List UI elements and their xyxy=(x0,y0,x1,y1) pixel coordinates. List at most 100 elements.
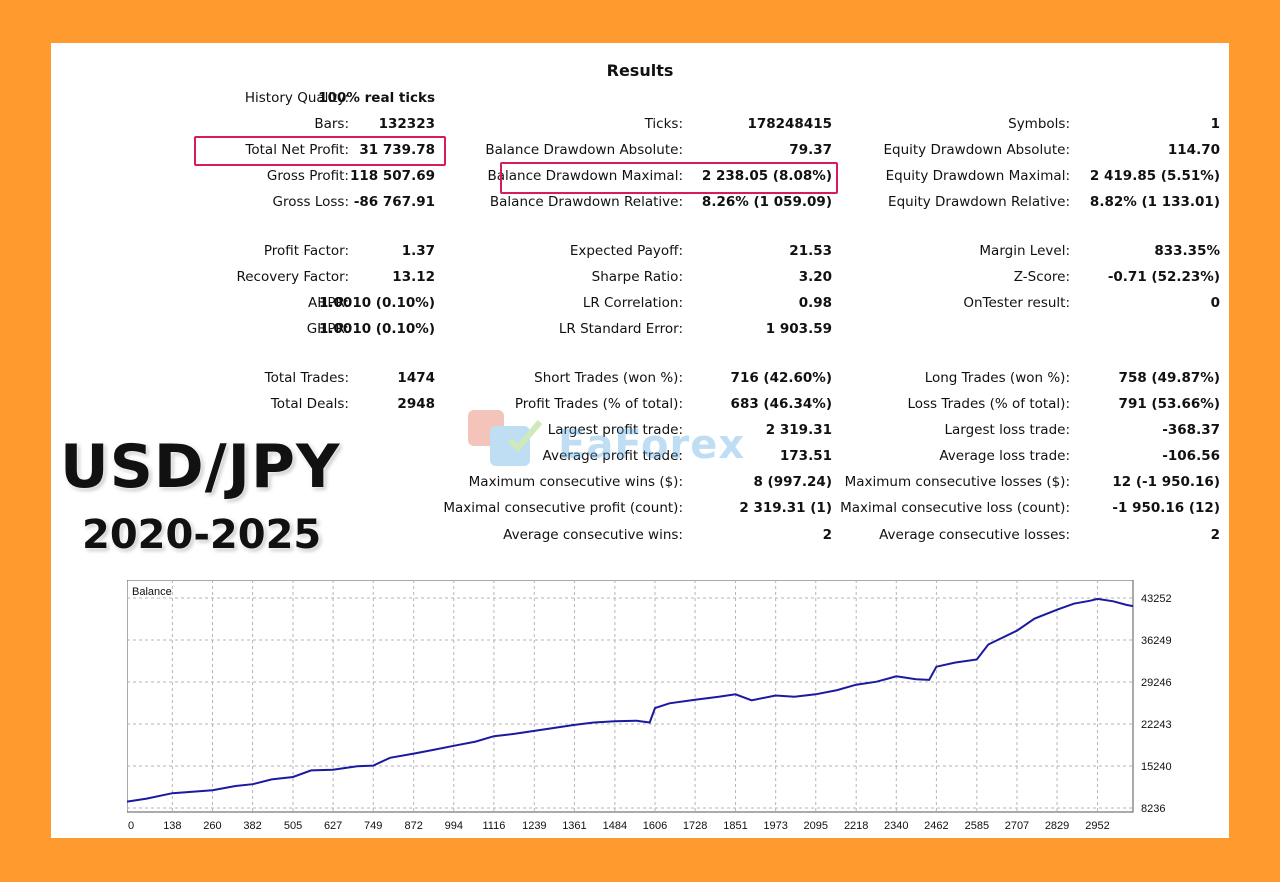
y-tick-label: 8236 xyxy=(1141,803,1165,815)
equity-dd-maximal-value: 2 419.85 (5.51%) xyxy=(1089,168,1220,184)
total-net-profit-value: 31 739.78 xyxy=(359,142,435,158)
bars-label: Bars: xyxy=(314,116,349,132)
eaforex-logo-icon xyxy=(468,410,543,466)
average-loss-trade-label: Average loss trade: xyxy=(939,448,1070,464)
watermark-text: EaForex xyxy=(558,422,746,468)
recovery-factor-label: Recovery Factor: xyxy=(236,269,349,285)
expected-payoff-label: Expected Payoff: xyxy=(569,243,683,259)
x-axis-ticks: 0 138 260 382 505 627 749 872 994 1116 1239 1361 148… xyxy=(128,820,1110,830)
largest-profit-trade-label: Largest profit trade: xyxy=(547,422,683,438)
gross-profit-value: 118 507.69 xyxy=(350,168,435,184)
symbols-label: Symbols: xyxy=(1008,116,1070,132)
recovery-factor-value: 13.12 xyxy=(392,269,435,285)
x-tick-label: 1728 xyxy=(683,820,707,830)
x-tick-label: 382 xyxy=(243,820,261,830)
x-tick-label: 2585 xyxy=(965,820,989,830)
y-tick-label: 15240 xyxy=(1141,761,1172,773)
maximal-consecutive-loss-label: Maximal consecutive loss (count): xyxy=(840,500,1070,516)
balance-dd-relative-label: Balance Drawdown Relative: xyxy=(489,194,683,210)
short-trades-value: 716 (42.60%) xyxy=(730,370,832,386)
average-consecutive-wins-label: Average consecutive wins: xyxy=(503,527,683,543)
balance-dd-absolute-value: 79.37 xyxy=(789,142,832,158)
equity-dd-maximal-label: Equity Drawdown Maximal: xyxy=(885,168,1070,184)
short-trades-label: Short Trades (won %): xyxy=(534,370,683,386)
x-tick-label: 1973 xyxy=(763,820,787,830)
maximal-consecutive-profit-value: 2 319.31 (1) xyxy=(739,500,832,516)
y-axis-ticks: 8236 15240 22243 29246 36249 43252 xyxy=(1141,593,1172,815)
max-consecutive-wins-label: Maximum consecutive wins ($): xyxy=(468,474,683,490)
x-tick-label: 0 xyxy=(128,820,134,830)
x-tick-label: 260 xyxy=(203,820,221,830)
x-tick-label: 1361 xyxy=(562,820,586,830)
y-tick-label: 29246 xyxy=(1141,677,1172,689)
lr-correlation-label: LR Correlation: xyxy=(582,295,683,311)
history-quality-value: 100% real ticks xyxy=(318,90,435,106)
ontester-result-value: 0 xyxy=(1210,295,1220,311)
x-tick-label: 1606 xyxy=(643,820,667,830)
x-tick-label: 2829 xyxy=(1045,820,1069,830)
ticks-label: Ticks: xyxy=(644,116,683,132)
maximal-consecutive-profit-label: Maximal consecutive profit (count): xyxy=(443,500,683,516)
largest-loss-trade-label: Largest loss trade: xyxy=(944,422,1070,438)
x-tick-label: 872 xyxy=(404,820,422,830)
balance-dd-maximal-value: 2 238.05 (8.08%) xyxy=(701,168,832,184)
y-tick-label: 36249 xyxy=(1141,635,1172,647)
total-net-profit-highlight xyxy=(194,136,446,166)
x-tick-label: 749 xyxy=(364,820,382,830)
total-net-profit-label: Total Net Profit: xyxy=(245,142,349,158)
currency-pair-title: USD/JPY xyxy=(60,432,341,502)
balance-drawdown-maximal-highlight xyxy=(500,162,838,194)
ahpr-label: AHPR: xyxy=(307,295,349,311)
profit-factor-value: 1.37 xyxy=(401,243,435,259)
x-tick-label: 505 xyxy=(284,820,302,830)
sharpe-ratio-value: 3.20 xyxy=(798,269,832,285)
x-tick-label: 2095 xyxy=(804,820,828,830)
loss-trades-value: 791 (53.66%) xyxy=(1118,396,1220,412)
z-score-label: Z-Score: xyxy=(1013,269,1070,285)
y-tick-label: 43252 xyxy=(1141,593,1172,605)
x-tick-label: 1484 xyxy=(603,820,627,830)
gross-loss-label: Gross Loss: xyxy=(272,194,350,210)
x-tick-label: 994 xyxy=(445,820,463,830)
x-tick-label: 2218 xyxy=(844,820,868,830)
average-consecutive-wins-value: 2 xyxy=(822,527,832,543)
average-profit-trade-value: 173.51 xyxy=(779,448,832,464)
x-tick-label: 138 xyxy=(163,820,181,830)
loss-trades-label: Loss Trades (% of total): xyxy=(907,396,1070,412)
total-trades-label: Total Trades: xyxy=(264,370,349,386)
total-deals-label: Total Deals: xyxy=(270,396,349,412)
x-tick-label: 2952 xyxy=(1085,820,1109,830)
max-consecutive-losses-value: 12 (-1 950.16) xyxy=(1112,474,1220,490)
average-loss-trade-value: -106.56 xyxy=(1162,448,1220,464)
bars-value: 132323 xyxy=(378,116,435,132)
margin-level-label: Margin Level: xyxy=(979,243,1070,259)
equity-dd-absolute-value: 114.70 xyxy=(1167,142,1220,158)
x-tick-label: 1116 xyxy=(482,820,505,830)
ticks-value: 178248415 xyxy=(747,116,832,132)
ghpr-value: 1.0010 (0.10%) xyxy=(319,321,435,337)
lr-standard-error-label: LR Standard Error: xyxy=(558,321,683,337)
balance-series-line xyxy=(127,597,1134,803)
ghpr-label: GHPR: xyxy=(306,321,349,337)
equity-dd-relative-value: 8.82% (1 133.01) xyxy=(1089,194,1220,210)
x-tick-label: 1851 xyxy=(723,820,747,830)
average-consecutive-losses-value: 2 xyxy=(1210,527,1220,543)
equity-dd-absolute-label: Equity Drawdown Absolute: xyxy=(883,142,1070,158)
equity-dd-relative-label: Equity Drawdown Relative: xyxy=(888,194,1070,210)
profit-trades-label: Profit Trades (% of total): xyxy=(514,396,683,412)
largest-loss-trade-value: -368.37 xyxy=(1162,422,1220,438)
x-tick-label: 2462 xyxy=(924,820,948,830)
x-tick-label: 2707 xyxy=(1005,820,1029,830)
balance-dd-absolute-label: Balance Drawdown Absolute: xyxy=(485,142,683,158)
expected-payoff-value: 21.53 xyxy=(789,243,832,259)
long-trades-label: Long Trades (won %): xyxy=(924,370,1070,386)
lr-standard-error-value: 1 903.59 xyxy=(765,321,832,337)
history-quality-label: History Quality: xyxy=(244,90,349,106)
max-consecutive-wins-value: 8 (997.24) xyxy=(753,474,832,490)
balance-dd-relative-value: 8.26% (1 059.09) xyxy=(701,194,832,210)
average-profit-trade-label: Average profit trade: xyxy=(542,448,683,464)
gross-profit-label: Gross Profit: xyxy=(266,168,349,184)
ahpr-value: 1.0010 (0.10%) xyxy=(319,295,435,311)
lr-correlation-value: 0.98 xyxy=(798,295,832,311)
profit-factor-label: Profit Factor: xyxy=(263,243,349,259)
